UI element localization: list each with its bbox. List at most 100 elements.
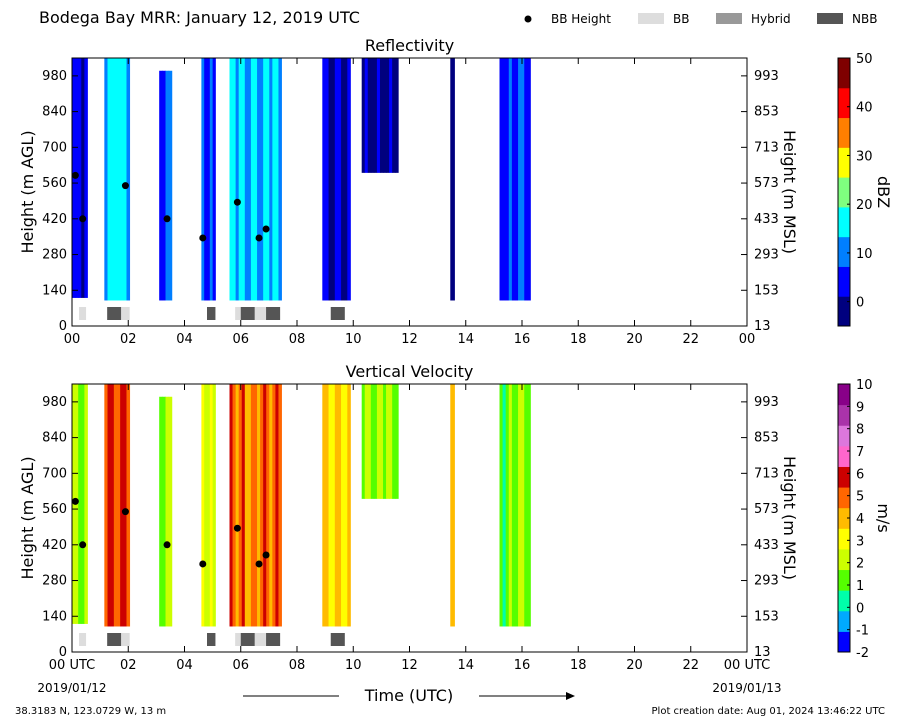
reflectivity-column-strip <box>364 58 369 173</box>
reflectivity-column-strip <box>272 58 276 301</box>
vertical-velocity-column-strip <box>110 384 115 627</box>
vertical-velocity-colorbar-segment <box>838 466 850 488</box>
vertical-velocity-column-strip <box>386 384 390 499</box>
vertical-velocity-column-strip <box>511 384 516 627</box>
reflectivity-column-strip <box>204 58 208 301</box>
vertical-velocity-y-tick-label: 280 <box>42 574 67 589</box>
reflectivity-colorbar: 0 10 20 30 40 50 <box>837 52 873 327</box>
vertical-velocity-column-strip <box>250 384 255 627</box>
reflectivity-bb-segment <box>107 307 122 320</box>
reflectivity-colorbar-tick-label: 0 <box>856 296 864 311</box>
vertical-velocity-y-tick-label-right: 293 <box>754 574 779 589</box>
x-date-start: 2019/01/12 <box>37 681 106 695</box>
reflectivity-column-strip <box>337 58 342 301</box>
reflectivity-colorbar-segment <box>838 236 850 267</box>
vertical-velocity-column-strip <box>238 384 243 627</box>
reflectivity-column-strip <box>389 58 393 173</box>
vertical-velocity-column <box>159 396 173 627</box>
vertical-velocity-column-strip <box>521 384 525 627</box>
reflectivity-column-strip <box>241 58 246 301</box>
reflectivity-bb-segment <box>207 307 216 320</box>
vertical-velocity-y-tick-label: 840 <box>42 431 67 446</box>
vertical-velocity-column-strip <box>263 384 267 627</box>
vertical-velocity-column-strip <box>361 384 366 499</box>
reflectivity-column-strip <box>229 58 233 301</box>
vertical-velocity-column-strip <box>207 384 211 627</box>
reflectivity-column-strip <box>207 58 211 301</box>
reflectivity-y-tick-label-right: 13 <box>754 319 771 334</box>
reflectivity-y-tick-label-right: 573 <box>754 176 779 191</box>
reflectivity-colorbar-segment <box>838 147 850 178</box>
vertical-velocity-colorbar-tick-label: 8 <box>856 423 864 438</box>
vertical-velocity-colorbar-tick-label: 0 <box>856 601 864 616</box>
reflectivity-bb-height-point <box>71 171 79 179</box>
vertical-velocity-y-tick-label-right: 713 <box>754 466 779 481</box>
vertical-velocity-y-label: Height (m AGL) <box>18 456 37 579</box>
vertical-velocity-column-strip <box>247 384 252 627</box>
vertical-velocity-column-strip <box>107 384 112 627</box>
vertical-velocity-y-tick-label: 140 <box>42 609 67 624</box>
vertical-velocity-column-strip <box>367 384 372 499</box>
vertical-velocity-column-strip <box>325 384 329 627</box>
reflectivity-x-tick-label: 14 <box>457 332 474 347</box>
vertical-velocity-column-strip <box>201 384 205 627</box>
reflectivity-column-strip <box>524 58 528 301</box>
reflectivity-y-label: Height (m AGL) <box>18 130 37 253</box>
legend-hybrid-swatch <box>716 13 742 24</box>
reflectivity-colorbar-frame <box>837 57 851 327</box>
vertical-velocity-colorbar-segment <box>838 610 850 632</box>
vertical-velocity-x-tick-label: 12 <box>401 658 418 673</box>
legend-nbb-label: NBB <box>852 12 877 26</box>
reflectivity-column-strip <box>238 58 243 301</box>
vertical-velocity-column <box>104 384 131 627</box>
vertical-velocity-x-tick-label: 10 <box>345 658 362 673</box>
reflectivity-column-strip <box>212 58 216 301</box>
vertical-velocity-y-tick-label-right: 573 <box>754 502 779 517</box>
reflectivity-column <box>450 58 455 301</box>
reflectivity-column-strip <box>235 58 240 301</box>
reflectivity-column-strip <box>376 58 381 173</box>
reflectivity-x-tick-label: 10 <box>345 332 362 347</box>
vertical-velocity-column <box>450 384 455 627</box>
vertical-velocity-column-strip <box>373 384 378 499</box>
reflectivity-colorbar-segment <box>838 296 850 327</box>
vertical-velocity-column-strip <box>84 384 88 624</box>
vertical-velocity-colorbar-segment <box>838 384 850 406</box>
reflectivity-column-strip <box>165 70 170 301</box>
reflectivity-bb-height-point <box>233 198 241 206</box>
reflectivity-column-strip <box>344 58 348 301</box>
reflectivity-column-strip <box>367 58 372 173</box>
vertical-velocity-colorbar-segment <box>838 548 850 571</box>
vertical-velocity-x-tick-label: 14 <box>457 658 474 673</box>
legend-bb-swatch <box>638 13 664 24</box>
reflectivity-colorbar-segment <box>838 206 850 238</box>
vertical-velocity-column-strip <box>450 384 455 627</box>
vertical-velocity-column-strip <box>275 384 279 627</box>
vertical-velocity-column-strip <box>272 384 276 627</box>
reflectivity-column <box>361 58 399 173</box>
reflectivity-column-strip <box>511 58 516 301</box>
vertical-velocity-axes: 0 13 140 153 280 293 420 433 560 573 700 713 840 853 9… <box>42 384 779 673</box>
reflectivity-x-tick-label: 02 <box>120 332 137 347</box>
reflectivity-x-tick-label: 04 <box>176 332 193 347</box>
reflectivity-bb-segment <box>79 307 87 320</box>
vertical-velocity-column-strip <box>165 396 170 627</box>
reflectivity-bb-segment <box>330 307 345 320</box>
vertical-velocity-x-tick-label: 04 <box>176 658 193 673</box>
vertical-velocity-bb-segment <box>235 633 241 646</box>
reflectivity-column-strip <box>257 58 261 301</box>
vertical-velocity-x-tick-label: 18 <box>570 658 587 673</box>
vertical-velocity-bb-height-point <box>79 541 87 549</box>
reflectivity-bb-segment <box>266 307 281 320</box>
reflectivity-column-strip <box>328 58 333 301</box>
reflectivity-column <box>159 70 173 301</box>
reflectivity-colorbar-tick-label: 20 <box>856 198 873 213</box>
vertical-velocity-column-strip <box>322 384 326 627</box>
vertical-velocity-y-tick-label-right: 993 <box>754 395 779 410</box>
vertical-velocity-y-tick-label-right: 433 <box>754 538 779 553</box>
legend-bb-height-marker <box>524 15 532 23</box>
vertical-velocity-bb-segment <box>254 633 267 646</box>
legend-hybrid-label: Hybrid <box>751 12 791 26</box>
reflectivity-column-strip <box>527 58 531 301</box>
reflectivity-column-strip <box>253 58 258 301</box>
